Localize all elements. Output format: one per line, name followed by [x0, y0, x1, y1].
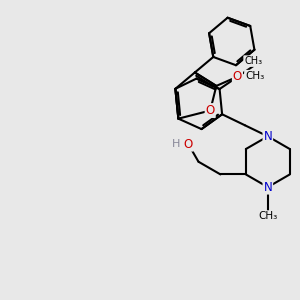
Text: N: N — [263, 181, 272, 194]
Text: O: O — [233, 70, 242, 83]
Text: N: N — [263, 130, 272, 143]
Text: H: H — [172, 139, 181, 149]
Text: CH₃: CH₃ — [244, 56, 262, 66]
Text: O: O — [206, 104, 215, 117]
Text: CH₃: CH₃ — [258, 211, 278, 221]
Text: O: O — [184, 138, 193, 151]
Text: CH₃: CH₃ — [245, 71, 264, 81]
